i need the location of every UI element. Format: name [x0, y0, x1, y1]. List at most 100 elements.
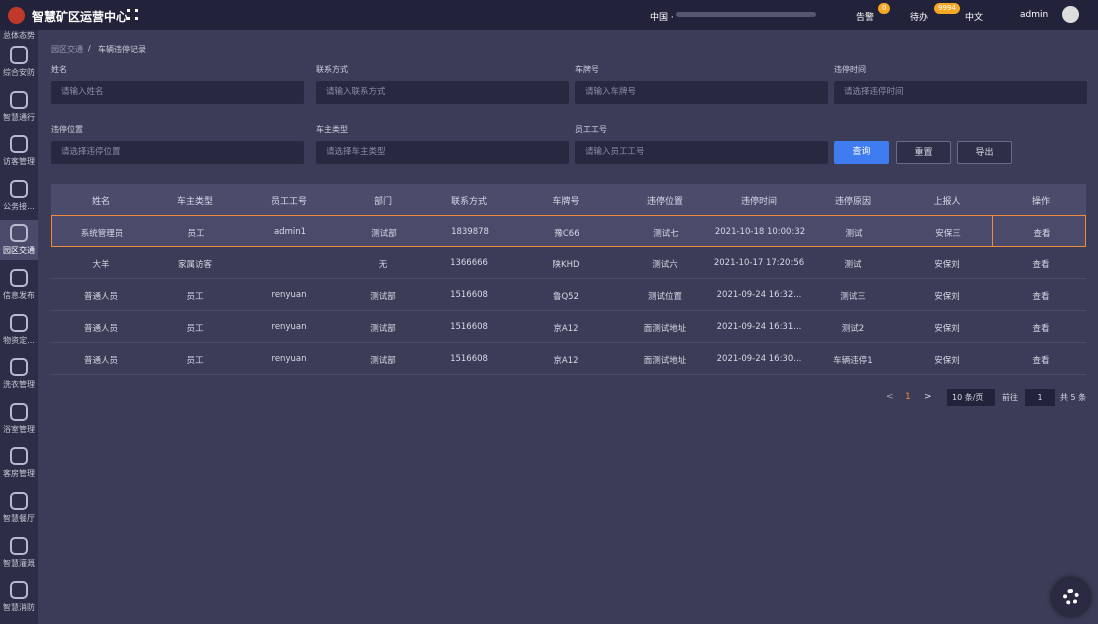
- table-cell: 安保刘: [934, 292, 960, 302]
- sidebar-item[interactable]: 智慧餐厅: [0, 488, 38, 528]
- sidebar-item[interactable]: 公务接...: [0, 176, 38, 216]
- filter-input[interactable]: 请输入车牌号: [575, 81, 828, 104]
- table-row: 普通人员 员工 renyuan 测试部 1516608 京A12 面测试地址 2021-09-…: [51, 343, 1086, 375]
- sidebar-label: 智慧餐厅: [3, 514, 35, 523]
- table-cell: 2021-10-18 10:00:32: [714, 227, 806, 237]
- sidebar-item[interactable]: 浴室管理: [0, 399, 38, 439]
- table-cell: 员工: [186, 324, 204, 334]
- table-cell: 测试部: [370, 324, 396, 334]
- table-cell: 测试: [845, 229, 863, 239]
- filter-input[interactable]: 请选择车主类型: [316, 141, 569, 164]
- current-page[interactable]: 1: [905, 392, 911, 402]
- total: 共 5 条: [1060, 393, 1087, 402]
- sidebar-item[interactable]: 智慧消防: [0, 577, 38, 617]
- column-header: 部门: [373, 197, 393, 207]
- sidebar-item[interactable]: 总体态势: [0, 28, 38, 42]
- alarm-badge: 0: [878, 3, 891, 14]
- user[interactable]: admin: [1020, 10, 1049, 20]
- filter-label: 员工工号: [575, 125, 607, 134]
- table-cell: 测试部: [370, 356, 396, 366]
- filter-label: 联系方式: [316, 65, 348, 74]
- table-cell: renyuan: [271, 322, 307, 332]
- sidebar-item[interactable]: 洗衣管理: [0, 354, 38, 394]
- sidebar-icon: [10, 135, 28, 154]
- view-link[interactable]: 查看: [1032, 356, 1050, 366]
- alarm[interactable]: 告警: [856, 13, 875, 23]
- filter-input[interactable]: 请输入姓名: [51, 81, 304, 104]
- sidebar-icon: [10, 179, 28, 198]
- table-cell: 无: [378, 260, 388, 270]
- language[interactable]: 中文: [965, 13, 984, 23]
- table-cell: 2021-09-24 16:32...: [716, 290, 802, 300]
- table-cell: 员工: [187, 229, 205, 239]
- sidebar-item[interactable]: 客房管理: [0, 443, 38, 483]
- column-divider: [992, 216, 993, 246]
- table: 姓名 车主类型 员工工号 部门 联系方式 车牌号 违停位置 违停时间 违停原因 上报人 操作系统管理…: [51, 184, 1086, 377]
- reset-button[interactable]: 重置: [896, 141, 951, 164]
- view-link[interactable]: 查看: [1033, 229, 1051, 239]
- goto-input[interactable]: 1: [1025, 389, 1055, 406]
- table-cell: 豫C66: [554, 229, 580, 239]
- avatar[interactable]: [1062, 6, 1079, 23]
- sidebar-item[interactable]: 信息发布: [0, 265, 38, 305]
- table-cell: 面测试地址: [643, 324, 687, 334]
- sidebar-label: 信息发布: [3, 291, 35, 300]
- view-link[interactable]: 查看: [1032, 260, 1050, 270]
- table-cell: 安保刘: [934, 260, 960, 270]
- table-cell: 陕KHD: [552, 260, 580, 270]
- sidebar-item[interactable]: 访客管理: [0, 131, 38, 171]
- table-cell: 鲁Q52: [552, 292, 580, 302]
- todo-badge: 9994: [934, 3, 960, 14]
- filter-input[interactable]: 请选择违停时间: [834, 81, 1087, 104]
- next-page[interactable]: >: [924, 392, 932, 402]
- filter-input[interactable]: 请输入员工工号: [575, 141, 828, 164]
- view-link[interactable]: 查看: [1032, 292, 1050, 302]
- filter-input[interactable]: 请输入联系方式: [316, 81, 569, 104]
- sidebar-item[interactable]: 智慧通行: [0, 87, 38, 127]
- column-header: 车牌号: [552, 197, 580, 207]
- table-cell: 测试六: [652, 260, 678, 270]
- sidebar: 总体态势综合安防智慧通行访客管理公务接... 园区交通信息发布物资定... 洗衣管理…: [0, 30, 38, 624]
- sidebar-icon: [10, 90, 28, 109]
- table-cell: 测试位置: [647, 292, 683, 302]
- grid-icon[interactable]: [127, 9, 138, 20]
- filter-input[interactable]: 请选择违停位置: [51, 141, 304, 164]
- todo[interactable]: 待办: [910, 13, 929, 23]
- table-cell: 测试七: [653, 229, 679, 239]
- table-header: 姓名 车主类型 员工工号 部门 联系方式 车牌号 违停位置 违停时间 违停原因 上报人 操作: [51, 184, 1086, 215]
- sidebar-icon: [10, 313, 28, 332]
- column-header: 车主类型: [176, 197, 214, 207]
- sidebar-item[interactable]: 智慧灌溉: [0, 533, 38, 573]
- table-cell: 京A12: [553, 324, 579, 334]
- sidebar-icon: [10, 492, 28, 510]
- table-row: 普通人员 员工 renyuan 测试部 1516608 鲁Q52 测试位置 2021-09-2…: [51, 279, 1086, 311]
- prev-page[interactable]: <: [886, 392, 894, 402]
- sidebar-label: 智慧灌溉: [3, 558, 35, 568]
- sidebar-label: 总体态势: [3, 31, 35, 40]
- table-cell: 2021-09-24 16:30...: [716, 354, 802, 364]
- view-link[interactable]: 查看: [1032, 324, 1050, 334]
- filter-label: 违停位置: [51, 125, 83, 134]
- table-cell: 系统管理员: [80, 229, 124, 239]
- column-header: 违停时间: [740, 197, 778, 207]
- column-header: 上报人: [933, 197, 961, 207]
- table-cell: 2021-09-24 16:31...: [716, 322, 802, 332]
- export-button[interactable]: 导出: [957, 141, 1012, 164]
- table-cell: 大羊: [92, 260, 110, 270]
- table-cell: 测试三: [840, 292, 866, 302]
- filter-label: 姓名: [51, 65, 67, 74]
- sidebar-item[interactable]: 物资定...: [0, 310, 38, 350]
- search-button[interactable]: 查询: [834, 141, 889, 164]
- location[interactable]: 中国 ·: [650, 13, 674, 23]
- sidebar-item[interactable]: 综合安防: [0, 42, 38, 82]
- breadcrumb-current: 车辆违停记录: [98, 45, 146, 54]
- sidebar-icon: [10, 224, 28, 243]
- table-cell: 京A12: [553, 356, 579, 366]
- breadcrumb-parent[interactable]: 园区交通: [51, 45, 83, 54]
- page-size[interactable]: 10 条/页: [947, 389, 995, 406]
- sidebar-icon: [10, 402, 28, 421]
- settings-button[interactable]: [1052, 578, 1090, 616]
- sidebar-icon: [10, 447, 28, 466]
- sidebar-item[interactable]: 园区交通: [0, 220, 38, 261]
